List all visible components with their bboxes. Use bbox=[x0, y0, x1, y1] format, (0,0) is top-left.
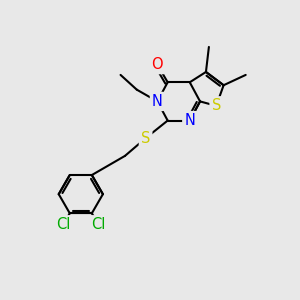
Text: Cl: Cl bbox=[56, 217, 70, 232]
Text: S: S bbox=[212, 98, 221, 113]
Text: S: S bbox=[141, 131, 150, 146]
Text: O: O bbox=[152, 57, 163, 72]
Text: N: N bbox=[184, 113, 195, 128]
Text: N: N bbox=[152, 94, 163, 109]
Text: Cl: Cl bbox=[91, 217, 106, 232]
